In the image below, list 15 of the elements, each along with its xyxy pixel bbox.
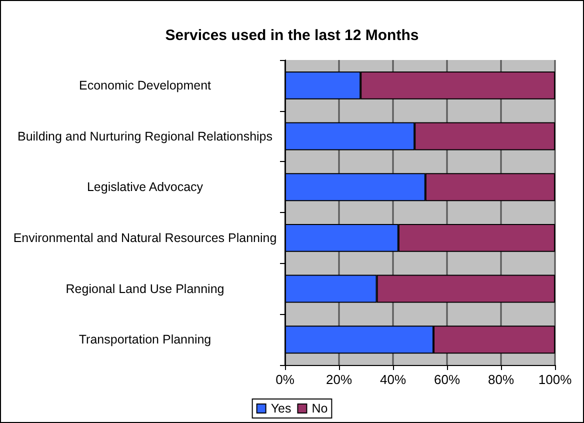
y-tick-label: Regional Land Use Planning [66,282,224,296]
x-tick-label: 60% [434,372,460,387]
x-tick-label: 20% [326,372,352,387]
x-tick-label: 0% [276,372,295,387]
chart-title: Services used in the last 12 Months [165,27,419,44]
legend-label: Yes [270,402,292,416]
x-tick-label: 100% [538,372,572,387]
y-tick-label: Building and Nurturing Regional Relationships [17,129,273,144]
legend-label: No [312,402,328,416]
x-tick-label: 80% [488,372,514,387]
y-tick-label: Economic Development [78,78,212,92]
y-tick-label: Environmental and Natural Resources Planning [13,230,277,245]
x-tick-label: 40% [380,372,406,387]
y-tick-label: Transportation Planning [78,332,212,347]
y-tick-label: Legislative Advocacy [86,180,204,194]
